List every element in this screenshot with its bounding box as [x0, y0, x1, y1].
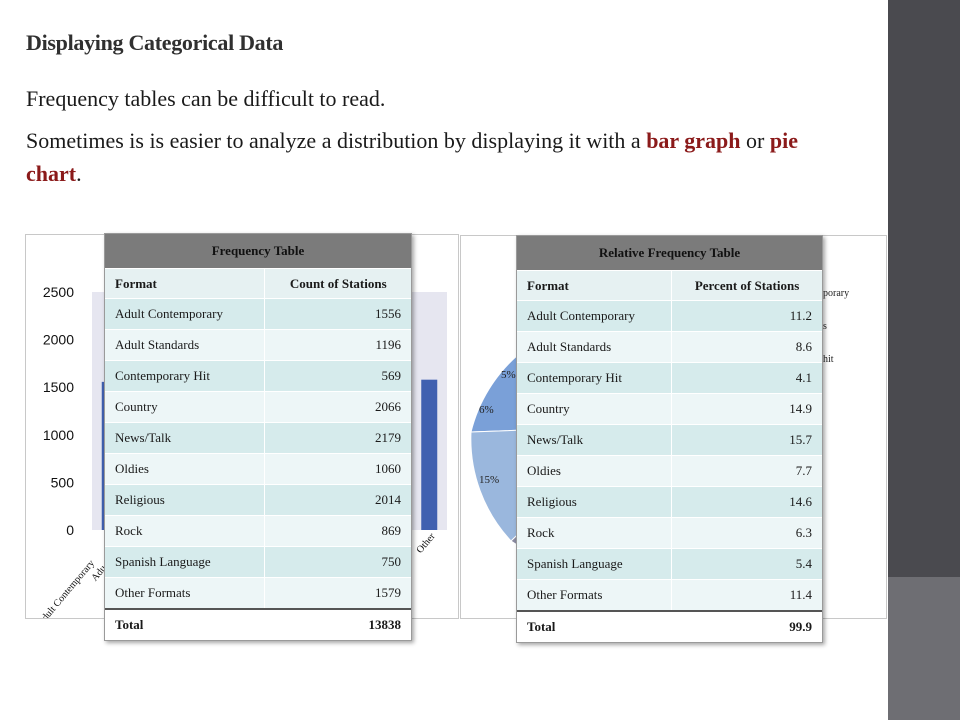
table-row: Country 14.9 [517, 393, 822, 425]
table-row: Adult Standards 8.6 [517, 331, 822, 363]
value-cell: 2014 [264, 484, 411, 516]
y-tick-label: 1000 [43, 427, 74, 443]
format-cell: News/Talk [517, 424, 673, 456]
x-label-other: Other [415, 531, 438, 556]
value-cell: 1060 [264, 453, 411, 485]
y-tick-label: 2000 [43, 332, 74, 348]
legend-frag-3: hit [823, 354, 834, 365]
y-tick-label: 500 [51, 474, 75, 490]
format-cell: Contemporary Hit [105, 360, 266, 392]
bullet-line-1: Frequency tables can be difficult to rea… [26, 86, 386, 111]
format-cell: Oldies [517, 455, 673, 487]
format-cell: Rock [517, 517, 673, 549]
value-cell: 2179 [264, 422, 411, 454]
y-tick-label: 1500 [43, 379, 74, 395]
table-row: Other Formats 1579 [105, 577, 411, 609]
format-cell: Spanish Language [105, 546, 266, 578]
format-cell: Spanish Language [517, 548, 673, 580]
table-row: Religious 14.6 [517, 486, 822, 518]
line2-text-a: Sometimes is is easier to analyze a dist… [26, 128, 647, 153]
y-tick-label: 0 [66, 522, 74, 538]
pie-pct-6: 6% [479, 404, 494, 416]
table-row: Oldies 7.7 [517, 455, 822, 487]
bullet-line-2: Sometimes is is easier to analyze a dist… [26, 124, 846, 190]
table-row: News/Talk 2179 [105, 422, 411, 454]
value-cell: 569 [264, 360, 411, 392]
line2-text-c: or [740, 128, 770, 153]
side-bar-accent [888, 577, 960, 720]
value-cell: 1579 [264, 577, 411, 609]
column-header-count: Count of Stations [264, 268, 411, 299]
relative-frequency-table: Relative Frequency Table Format Percent … [516, 235, 823, 643]
format-cell: Country [105, 391, 266, 423]
pie-chart-highlight: pie chart [26, 128, 798, 186]
format-cell: Other Formats [105, 577, 266, 609]
value-cell: 5.4 [671, 548, 822, 580]
column-header-percent: Percent of Stations [671, 270, 822, 301]
format-cell: Country [517, 393, 673, 425]
table-row: Adult Contemporary 1556 [105, 298, 411, 330]
pie-pct-5: 5% [501, 369, 516, 381]
value-cell: 6.3 [671, 517, 822, 549]
format-cell: Adult Contemporary [517, 300, 673, 332]
format-cell: Contemporary Hit [517, 362, 673, 394]
slide-title: Displaying Categorical Data [26, 30, 284, 55]
total-value: 13838 [264, 608, 411, 640]
total-label: Total [517, 610, 673, 642]
table-row: Spanish Language 750 [105, 546, 411, 578]
format-cell: Adult Standards [517, 331, 673, 363]
bar-graph-highlight: bar graph [646, 128, 741, 153]
format-cell: Adult Standards [105, 329, 266, 361]
value-cell: 750 [264, 546, 411, 578]
value-cell: 7.7 [671, 455, 822, 487]
format-cell: Religious [517, 486, 673, 518]
value-cell: 11.2 [671, 300, 822, 332]
value-cell: 14.6 [671, 486, 822, 518]
y-tick-label: 2500 [43, 284, 74, 300]
table-row: Adult Contemporary 11.2 [517, 300, 822, 332]
format-cell: Religious [105, 484, 266, 516]
value-cell: 869 [264, 515, 411, 547]
value-cell: 15.7 [671, 424, 822, 456]
bar-9 [421, 379, 438, 530]
format-cell: Oldies [105, 453, 266, 485]
frequency-table: Frequency Table Format Count of Stations… [104, 233, 412, 641]
value-cell: 4.1 [671, 362, 822, 394]
format-cell: Rock [105, 515, 266, 547]
value-cell: 1196 [264, 329, 411, 361]
table-row: Rock 869 [105, 515, 411, 547]
table-row: Country 2066 [105, 391, 411, 423]
table-row: Spanish Language 5.4 [517, 548, 822, 580]
column-header-format: Format [517, 270, 673, 301]
value-cell: 8.6 [671, 331, 822, 363]
format-cell: Adult Contemporary [105, 298, 266, 330]
pie-pct-15: 15% [479, 474, 500, 486]
value-cell: 11.4 [671, 579, 822, 611]
column-header-format: Format [105, 268, 266, 299]
value-cell: 2066 [264, 391, 411, 423]
format-cell: Other Formats [517, 579, 673, 611]
format-cell: News/Talk [105, 422, 266, 454]
table-row: Religious 2014 [105, 484, 411, 516]
x-label-0: Adult Contemporary [35, 558, 97, 618]
legend-frag-1: porary [823, 288, 850, 299]
table-row: Oldies 1060 [105, 453, 411, 485]
legend-frag-2: s [823, 321, 827, 332]
value-cell: 1556 [264, 298, 411, 330]
total-value: 99.9 [671, 610, 822, 642]
table-row: Contemporary Hit 569 [105, 360, 411, 392]
line2-text-e: . [76, 161, 82, 186]
table-row: Contemporary Hit 4.1 [517, 362, 822, 394]
table-caption: Frequency Table [105, 234, 411, 269]
table-row: News/Talk 15.7 [517, 424, 822, 456]
table-row: Rock 6.3 [517, 517, 822, 549]
table-caption: Relative Frequency Table [517, 236, 822, 271]
table-row: Other Formats 11.4 [517, 579, 822, 611]
total-label: Total [105, 608, 266, 640]
table-row: Adult Standards 1196 [105, 329, 411, 361]
value-cell: 14.9 [671, 393, 822, 425]
